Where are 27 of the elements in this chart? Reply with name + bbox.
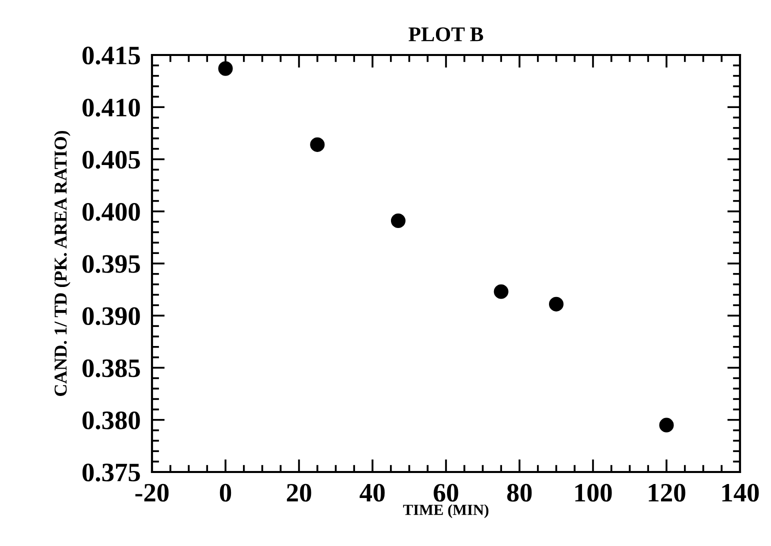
x-tick-label: -20 [135,484,169,502]
x-tick-label: 20 [286,484,312,502]
x-tick-label: 120 [648,484,686,502]
chart-title: PLOT B [408,27,484,42]
x-tick-label: 140 [722,484,759,502]
x-tick-label: 100 [575,484,612,502]
y-tick-label: 0.410 [82,98,140,117]
point [548,296,564,312]
point [310,137,325,152]
point [659,418,674,432]
y-tick-label: 0.385 [82,359,140,378]
x-tick-label: 80 [507,484,532,502]
y-tick-label: 0.375 [82,464,140,482]
y-tick-label: 0.390 [82,307,140,326]
y-axis-title: CAND. 1/ TD (PK. AREA RATIO) [54,130,70,396]
x-axis-title: TIME (MIN) [403,504,488,518]
y-tick-label: 0.395 [82,255,140,274]
point [218,61,233,76]
point [494,284,508,299]
y-tick-label: 0.400 [82,202,140,221]
y-tick-label: 0.380 [82,411,140,430]
point [390,213,406,228]
y-tick-label: 0.415 [82,46,140,65]
x-tick-label: 40 [360,484,385,502]
y-tick-label: 0.405 [82,150,140,169]
x-tick-label: 60 [434,484,458,502]
x-tick-label: 0 [220,484,232,502]
